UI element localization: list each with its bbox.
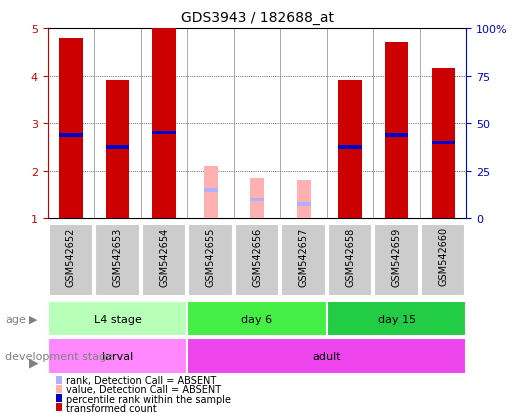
Text: GSM542654: GSM542654	[159, 227, 169, 286]
Text: larval: larval	[102, 351, 133, 361]
Text: transformed count: transformed count	[66, 403, 157, 413]
Text: percentile rank within the sample: percentile rank within the sample	[66, 394, 231, 404]
Bar	[250, 178, 264, 219]
FancyBboxPatch shape	[187, 301, 327, 337]
FancyBboxPatch shape	[48, 301, 187, 337]
FancyBboxPatch shape	[48, 339, 187, 374]
FancyBboxPatch shape	[49, 225, 93, 296]
Bar	[339, 81, 361, 219]
FancyBboxPatch shape	[187, 339, 466, 374]
FancyBboxPatch shape	[95, 225, 140, 296]
Text: GSM542655: GSM542655	[206, 227, 216, 286]
Bar	[385, 43, 408, 219]
FancyBboxPatch shape	[142, 225, 187, 296]
Text: GSM542652: GSM542652	[66, 227, 76, 286]
FancyBboxPatch shape	[374, 225, 419, 296]
Bar	[431, 69, 455, 219]
Text: GSM542658: GSM542658	[345, 227, 355, 286]
Text: GSM542660: GSM542660	[438, 227, 448, 286]
Text: ▶: ▶	[29, 356, 39, 369]
Bar	[385, 134, 408, 138]
FancyBboxPatch shape	[327, 301, 466, 337]
Text: ▶: ▶	[29, 314, 38, 324]
Text: day 15: day 15	[377, 314, 416, 324]
Title: GDS3943 / 182688_at: GDS3943 / 182688_at	[181, 11, 333, 25]
Bar	[250, 198, 264, 202]
Bar	[339, 146, 361, 150]
Text: development stage: development stage	[5, 351, 113, 361]
Text: L4 stage: L4 stage	[94, 314, 142, 324]
Bar	[106, 146, 129, 150]
Text: GSM542657: GSM542657	[298, 227, 308, 286]
Bar	[297, 203, 311, 206]
Bar	[153, 132, 175, 135]
Bar	[59, 134, 83, 138]
Text: GSM542653: GSM542653	[112, 227, 122, 286]
Bar	[297, 181, 311, 219]
Bar	[106, 81, 129, 219]
Text: age: age	[5, 314, 26, 324]
FancyBboxPatch shape	[328, 225, 373, 296]
Bar	[431, 141, 455, 145]
Text: value, Detection Call = ABSENT: value, Detection Call = ABSENT	[66, 385, 222, 394]
FancyBboxPatch shape	[235, 225, 279, 296]
Text: day 6: day 6	[242, 314, 272, 324]
Text: GSM542656: GSM542656	[252, 227, 262, 286]
FancyBboxPatch shape	[421, 225, 465, 296]
FancyBboxPatch shape	[281, 225, 326, 296]
Bar	[153, 29, 175, 219]
Bar	[204, 189, 217, 192]
Text: adult: adult	[313, 351, 341, 361]
Bar	[204, 166, 217, 219]
Text: rank, Detection Call = ABSENT: rank, Detection Call = ABSENT	[66, 375, 216, 385]
Text: GSM542659: GSM542659	[392, 227, 402, 286]
FancyBboxPatch shape	[188, 225, 233, 296]
Bar	[59, 38, 83, 219]
